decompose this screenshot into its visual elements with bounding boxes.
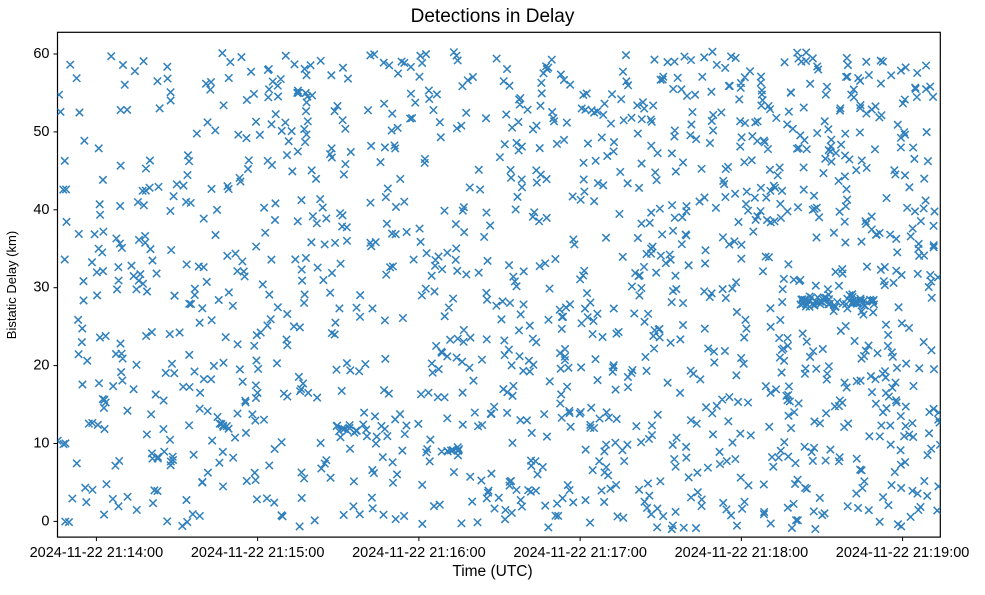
svg-text:50: 50 xyxy=(33,124,49,140)
svg-text:2024-11-22 21:16:00: 2024-11-22 21:16:00 xyxy=(352,545,486,561)
svg-text:2024-11-22 21:15:00: 2024-11-22 21:15:00 xyxy=(191,545,325,561)
svg-text:2024-11-22 21:14:00: 2024-11-22 21:14:00 xyxy=(30,545,164,561)
svg-text:60: 60 xyxy=(33,46,49,62)
svg-text:2024-11-22 21:19:00: 2024-11-22 21:19:00 xyxy=(836,545,970,561)
svg-text:20: 20 xyxy=(33,358,49,374)
svg-text:10: 10 xyxy=(33,436,49,452)
svg-text:2024-11-22 21:17:00: 2024-11-22 21:17:00 xyxy=(513,545,647,561)
svg-text:2024-11-22 21:18:00: 2024-11-22 21:18:00 xyxy=(675,545,809,561)
svg-text:40: 40 xyxy=(33,202,49,218)
svg-text:30: 30 xyxy=(33,280,49,296)
svg-text:0: 0 xyxy=(41,513,49,529)
